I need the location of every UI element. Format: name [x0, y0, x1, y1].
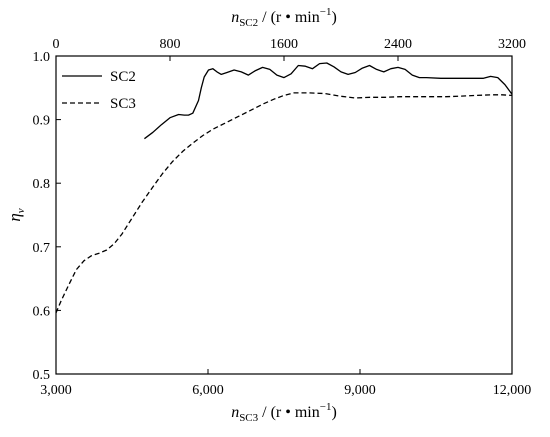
bottom-tick-label: 6,000	[192, 383, 224, 398]
top-tick-label: 3200	[498, 37, 526, 52]
x-axis-title-top: nSC2 / (r • min−1)	[231, 6, 337, 29]
top-tick-label: 800	[160, 37, 181, 52]
left-axis-ticks: 0.5 0.6 0.7 0.8 0.9 1.0	[33, 50, 61, 383]
legend: SC2 SC3	[62, 69, 136, 112]
bottom-axis-ticks: 3,000 6,000 9,000 12,000	[40, 369, 531, 398]
bottom-tick-label: 3,000	[40, 383, 72, 398]
left-tick-label: 0.7	[33, 241, 51, 256]
left-tick-label: 1.0	[33, 50, 51, 65]
left-tick-label: 0.5	[33, 368, 51, 383]
left-tick-label: 0.9	[33, 114, 51, 129]
top-axis-ticks: 0 800 1600 2400 3200	[53, 37, 526, 61]
top-tick-label: 0	[53, 37, 60, 52]
y-axis-title: ηv	[5, 208, 27, 221]
series-line-sc2	[144, 62, 513, 140]
top-tick-label: 2400	[384, 37, 412, 52]
x-axis-title-bottom: nSC3 / (r • min−1)	[231, 401, 337, 424]
series-lines	[55, 62, 513, 314]
top-tick-label: 1600	[270, 37, 298, 52]
series-line-sc3	[55, 92, 513, 314]
legend-label-sc3: SC3	[110, 96, 136, 112]
bottom-tick-label: 9,000	[344, 383, 376, 398]
bottom-tick-label: 12,000	[493, 383, 532, 398]
legend-label-sc2: SC2	[110, 69, 136, 85]
left-tick-label: 0.6	[33, 304, 51, 319]
left-tick-label: 0.8	[33, 177, 51, 192]
